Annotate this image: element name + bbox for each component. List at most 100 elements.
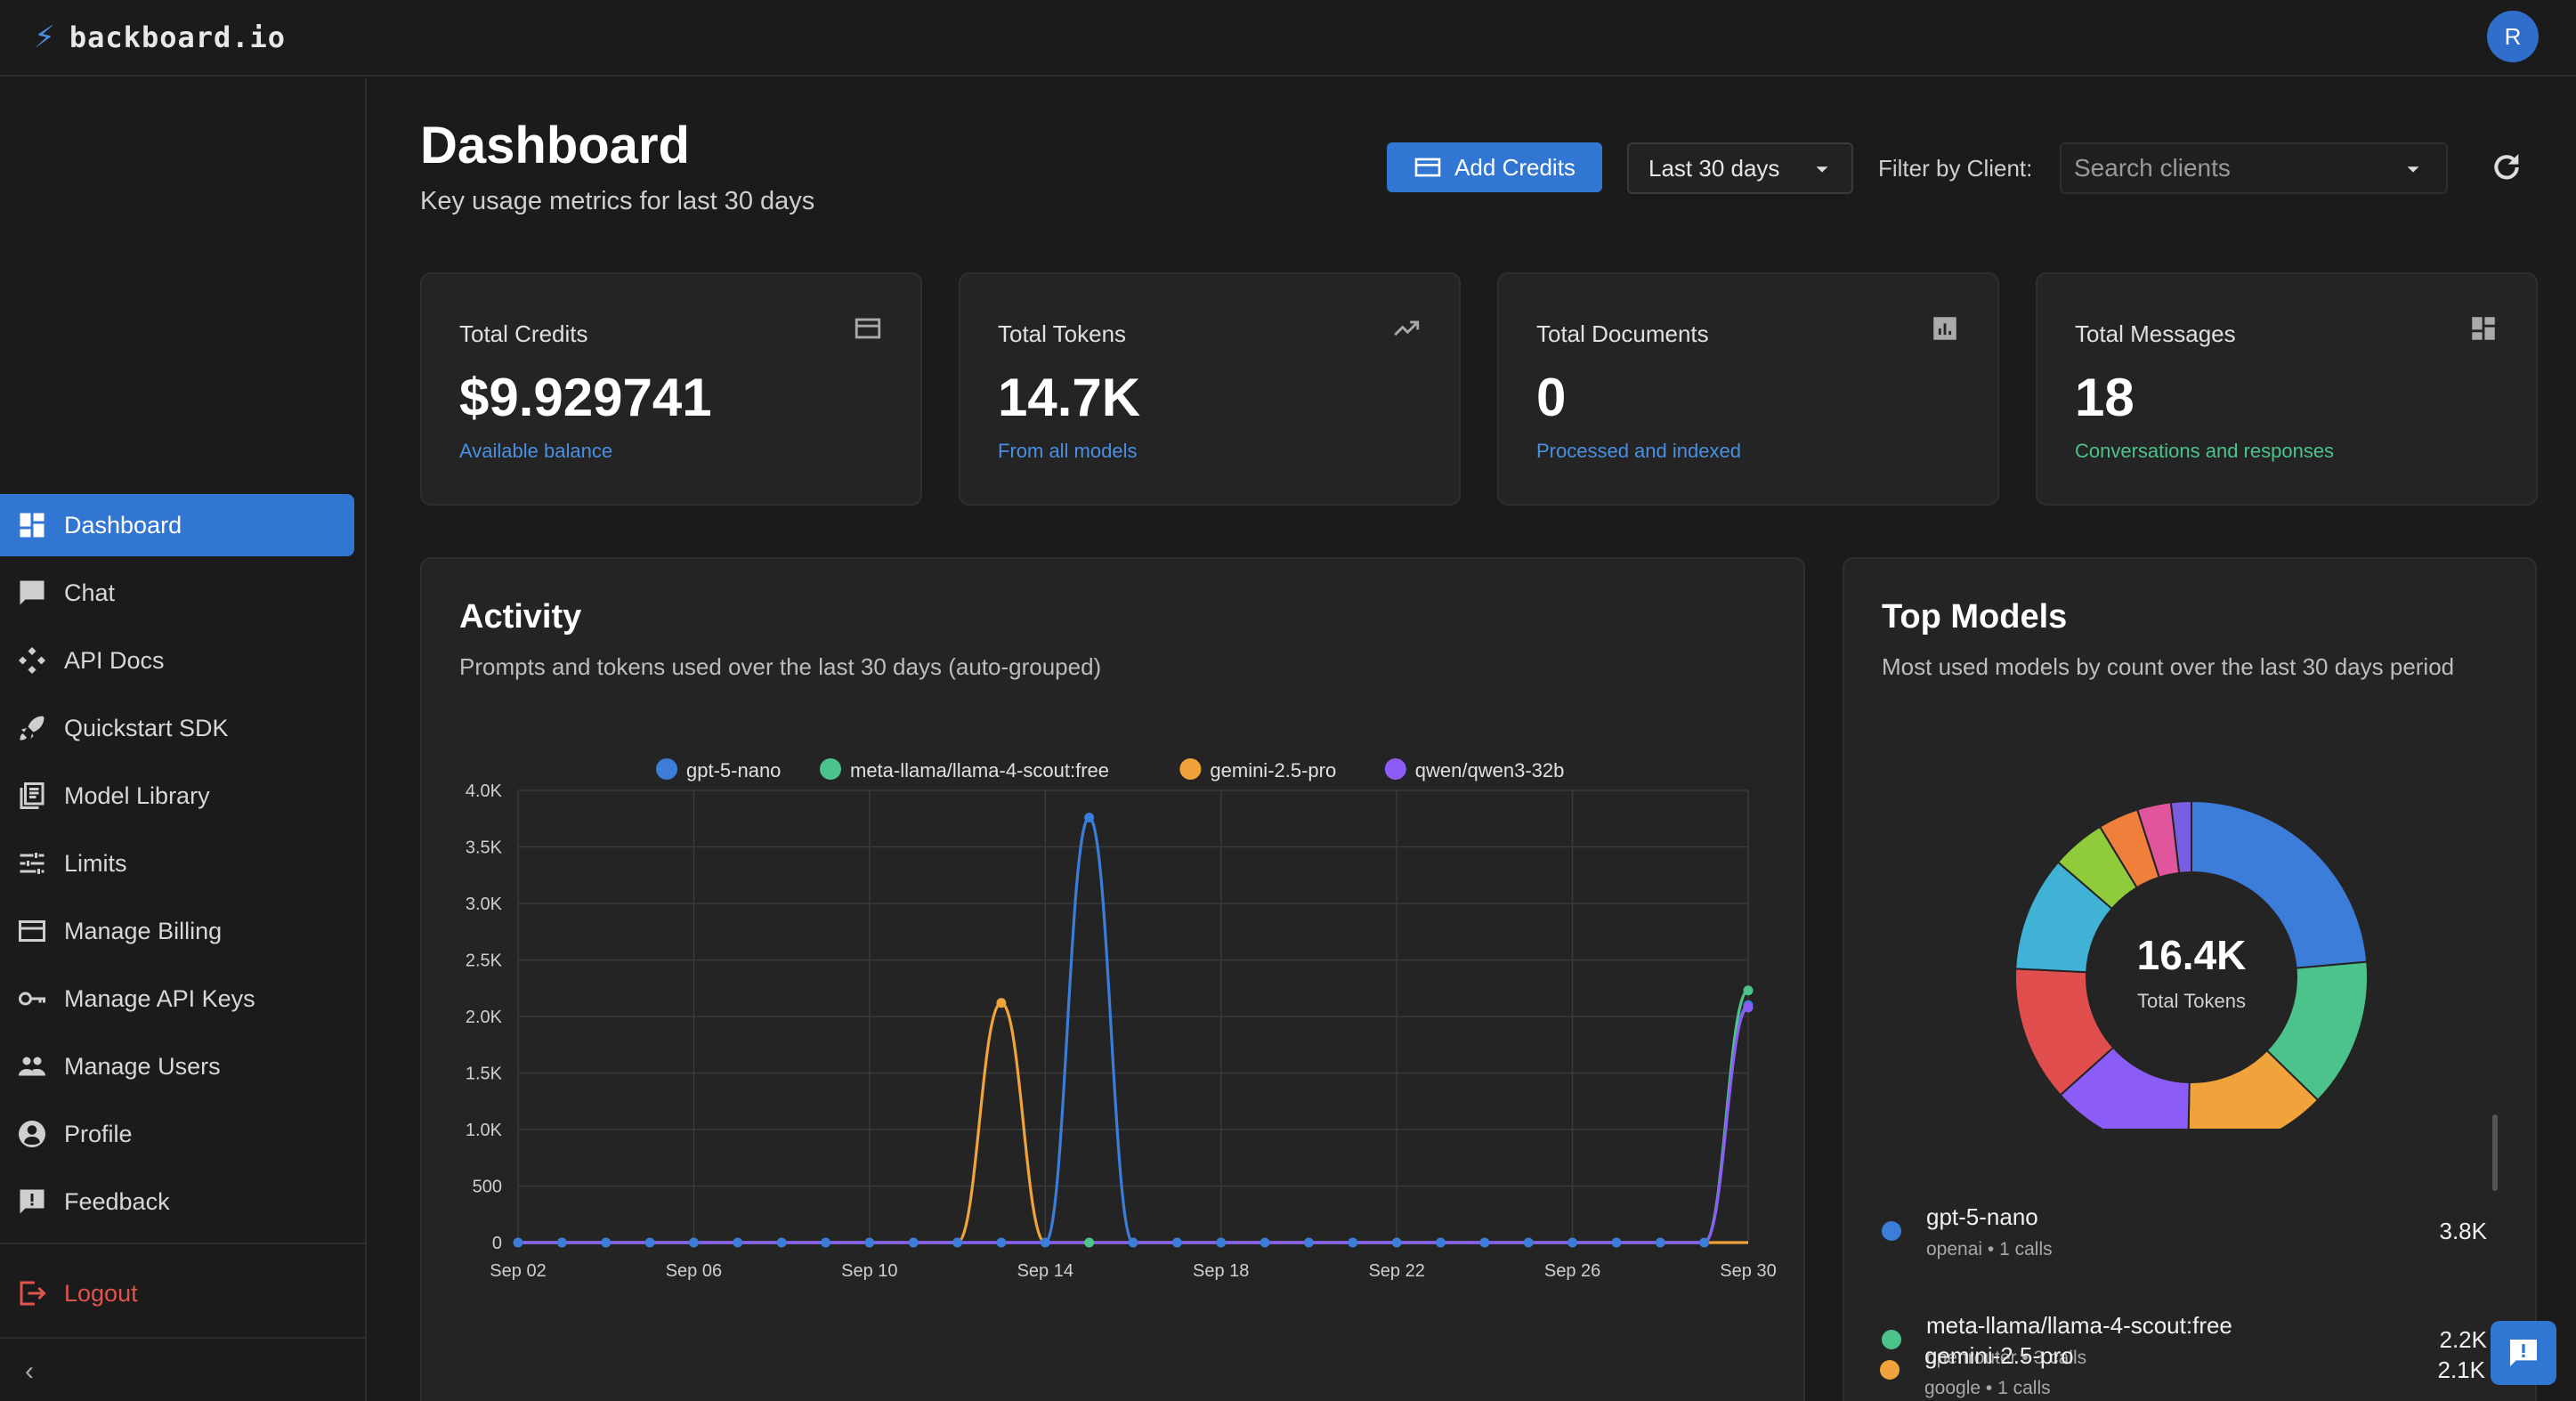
sidebar-item-label: Dashboard bbox=[64, 511, 182, 539]
sidebar-item-label: Manage Users bbox=[64, 1052, 221, 1080]
search-clients-placeholder: Search clients bbox=[2074, 154, 2231, 182]
credit-card-icon bbox=[1414, 158, 1441, 177]
sidebar-item-manage-billing[interactable]: Manage Billing bbox=[0, 900, 354, 962]
data-point[interactable] bbox=[1216, 1237, 1227, 1248]
sidebar-item-profile[interactable]: Profile bbox=[0, 1103, 354, 1165]
donut-slice[interactable] bbox=[2169, 799, 2192, 874]
legend-item[interactable]: gemini-2.5-pro bbox=[1179, 758, 1336, 781]
sidebar-item-api-docs[interactable]: API Docs bbox=[0, 629, 354, 692]
donut-slice[interactable] bbox=[2191, 799, 2369, 969]
model-row[interactable]: gpt-5-nano openai • 1 calls 3.8K bbox=[1882, 1196, 2487, 1267]
legend-swatch bbox=[656, 758, 677, 780]
data-point[interactable] bbox=[1743, 985, 1754, 996]
date-range-select[interactable]: Last 30 days bbox=[1627, 142, 1853, 194]
data-point[interactable] bbox=[556, 1237, 567, 1248]
top-models-title: Top Models bbox=[1882, 598, 2068, 636]
stat-label: Total Messages bbox=[2075, 320, 2236, 347]
x-tick-label: Sep 18 bbox=[1193, 1261, 1249, 1281]
data-point[interactable] bbox=[688, 1237, 699, 1248]
sidebar-item-dashboard[interactable]: Dashboard bbox=[0, 494, 354, 556]
sidebar-item-label: Limits bbox=[64, 849, 127, 877]
data-point[interactable] bbox=[601, 1237, 612, 1248]
legend-label: qwen/qwen3-32b bbox=[1415, 759, 1565, 781]
data-point[interactable] bbox=[1567, 1237, 1578, 1248]
donut-slice[interactable] bbox=[2187, 1049, 2320, 1129]
profile-icon bbox=[19, 1121, 45, 1147]
sidebar-item-feedback[interactable]: Feedback bbox=[0, 1170, 354, 1233]
y-tick-label: 500 bbox=[473, 1178, 502, 1197]
sidebar-item-label: Manage Billing bbox=[64, 917, 223, 944]
data-point[interactable] bbox=[996, 998, 1007, 1008]
stat-hint: Available balance bbox=[459, 440, 613, 462]
sliders-icon bbox=[20, 853, 45, 874]
sidebar-divider bbox=[0, 1243, 367, 1244]
logout-button[interactable]: Logout bbox=[0, 1262, 354, 1324]
legend-label: meta-llama/llama-4-scout:free bbox=[850, 759, 1109, 781]
filter-label: Filter by Client: bbox=[1878, 155, 2033, 182]
data-point[interactable] bbox=[1523, 1237, 1534, 1248]
brand[interactable]: ⚡ backboard.io bbox=[34, 20, 286, 55]
add-credits-button[interactable]: Add Credits bbox=[1387, 142, 1602, 192]
sidebar-item-label: Quickstart SDK bbox=[64, 714, 229, 741]
y-tick-label: 3.5K bbox=[466, 838, 503, 858]
y-tick-label: 2.5K bbox=[466, 952, 503, 971]
data-point[interactable] bbox=[1084, 812, 1095, 822]
data-point[interactable] bbox=[1348, 1237, 1358, 1248]
data-point[interactable] bbox=[1743, 1002, 1754, 1013]
donut-center-label: Total Tokens bbox=[2137, 990, 2246, 1012]
data-point[interactable] bbox=[644, 1237, 655, 1248]
legend-item[interactable]: gpt-5-nano bbox=[656, 758, 781, 781]
data-point[interactable] bbox=[821, 1237, 830, 1248]
data-point[interactable] bbox=[1479, 1237, 1490, 1248]
data-point[interactable] bbox=[1128, 1237, 1138, 1248]
y-tick-label: 4.0K bbox=[466, 781, 503, 801]
sidebar-item-limits[interactable]: Limits bbox=[0, 832, 354, 895]
data-point[interactable] bbox=[1391, 1237, 1402, 1248]
avatar[interactable]: R bbox=[2487, 11, 2539, 62]
stat-label: Total Credits bbox=[459, 320, 588, 347]
rocket-icon bbox=[20, 716, 45, 741]
trending-up-icon bbox=[1394, 320, 1420, 336]
top-models-card: Top Models Most used models by count ove… bbox=[1843, 557, 2537, 1401]
data-point[interactable] bbox=[996, 1237, 1007, 1248]
sidebar-item-chat[interactable]: Chat bbox=[0, 562, 354, 624]
model-color-dot bbox=[1880, 1360, 1900, 1380]
sidebar-item-quickstart-sdk[interactable]: Quickstart SDK bbox=[0, 697, 354, 759]
data-point[interactable] bbox=[776, 1237, 787, 1248]
data-point[interactable] bbox=[1436, 1237, 1446, 1248]
data-point[interactable] bbox=[1040, 1237, 1050, 1248]
activity-card: Activity Prompts and tokens used over th… bbox=[420, 557, 1805, 1401]
legend-swatch bbox=[1179, 758, 1202, 780]
sidebar-item-model-library[interactable]: Model Library bbox=[0, 765, 354, 827]
data-point[interactable] bbox=[513, 1237, 523, 1248]
legend-item[interactable]: qwen/qwen3-32b bbox=[1384, 758, 1565, 781]
legend-item[interactable]: meta-llama/llama-4-scout:free bbox=[820, 758, 1109, 781]
data-point[interactable] bbox=[952, 1237, 963, 1248]
stat-value: $9.929741 bbox=[459, 368, 712, 427]
stat-card-tokens: Total Tokens 14.7K From all models bbox=[959, 272, 1461, 506]
model-row[interactable]: meta-llama/llama-4-scout:free openrouter… bbox=[1882, 1305, 2487, 1376]
model-list-scrollbar[interactable] bbox=[2492, 1114, 2498, 1191]
sidebar-item-manage-api-keys[interactable]: Manage API Keys bbox=[0, 968, 354, 1030]
data-point[interactable] bbox=[1171, 1237, 1182, 1248]
legend-swatch bbox=[820, 758, 841, 780]
data-point[interactable] bbox=[864, 1237, 875, 1248]
data-point[interactable] bbox=[908, 1237, 919, 1248]
top-models-subtitle: Most used models by count over the last … bbox=[1882, 653, 2455, 680]
refresh-icon[interactable] bbox=[2489, 150, 2524, 185]
data-point[interactable] bbox=[1303, 1237, 1314, 1248]
stat-value: 14.7K bbox=[998, 368, 1141, 427]
model-row[interactable]: gemini-2.5-pro google • 1 calls 2.1K bbox=[1880, 1335, 2485, 1401]
data-point[interactable] bbox=[1260, 1237, 1270, 1248]
data-point[interactable] bbox=[1611, 1237, 1622, 1248]
sidebar: Dashboard Chat API Docs Quickstart SDK M… bbox=[0, 78, 367, 1401]
data-point[interactable] bbox=[1655, 1237, 1665, 1248]
data-point[interactable] bbox=[1084, 1237, 1095, 1248]
search-clients-input[interactable]: Search clients bbox=[2060, 142, 2448, 194]
data-point[interactable] bbox=[1699, 1237, 1710, 1248]
data-point[interactable] bbox=[733, 1237, 743, 1248]
feedback-chat-button[interactable] bbox=[2491, 1321, 2556, 1385]
add-credits-label: Add Credits bbox=[1454, 153, 1576, 181]
chevron-left-icon[interactable]: ‹ bbox=[25, 1356, 34, 1386]
sidebar-item-manage-users[interactable]: Manage Users bbox=[0, 1035, 354, 1097]
